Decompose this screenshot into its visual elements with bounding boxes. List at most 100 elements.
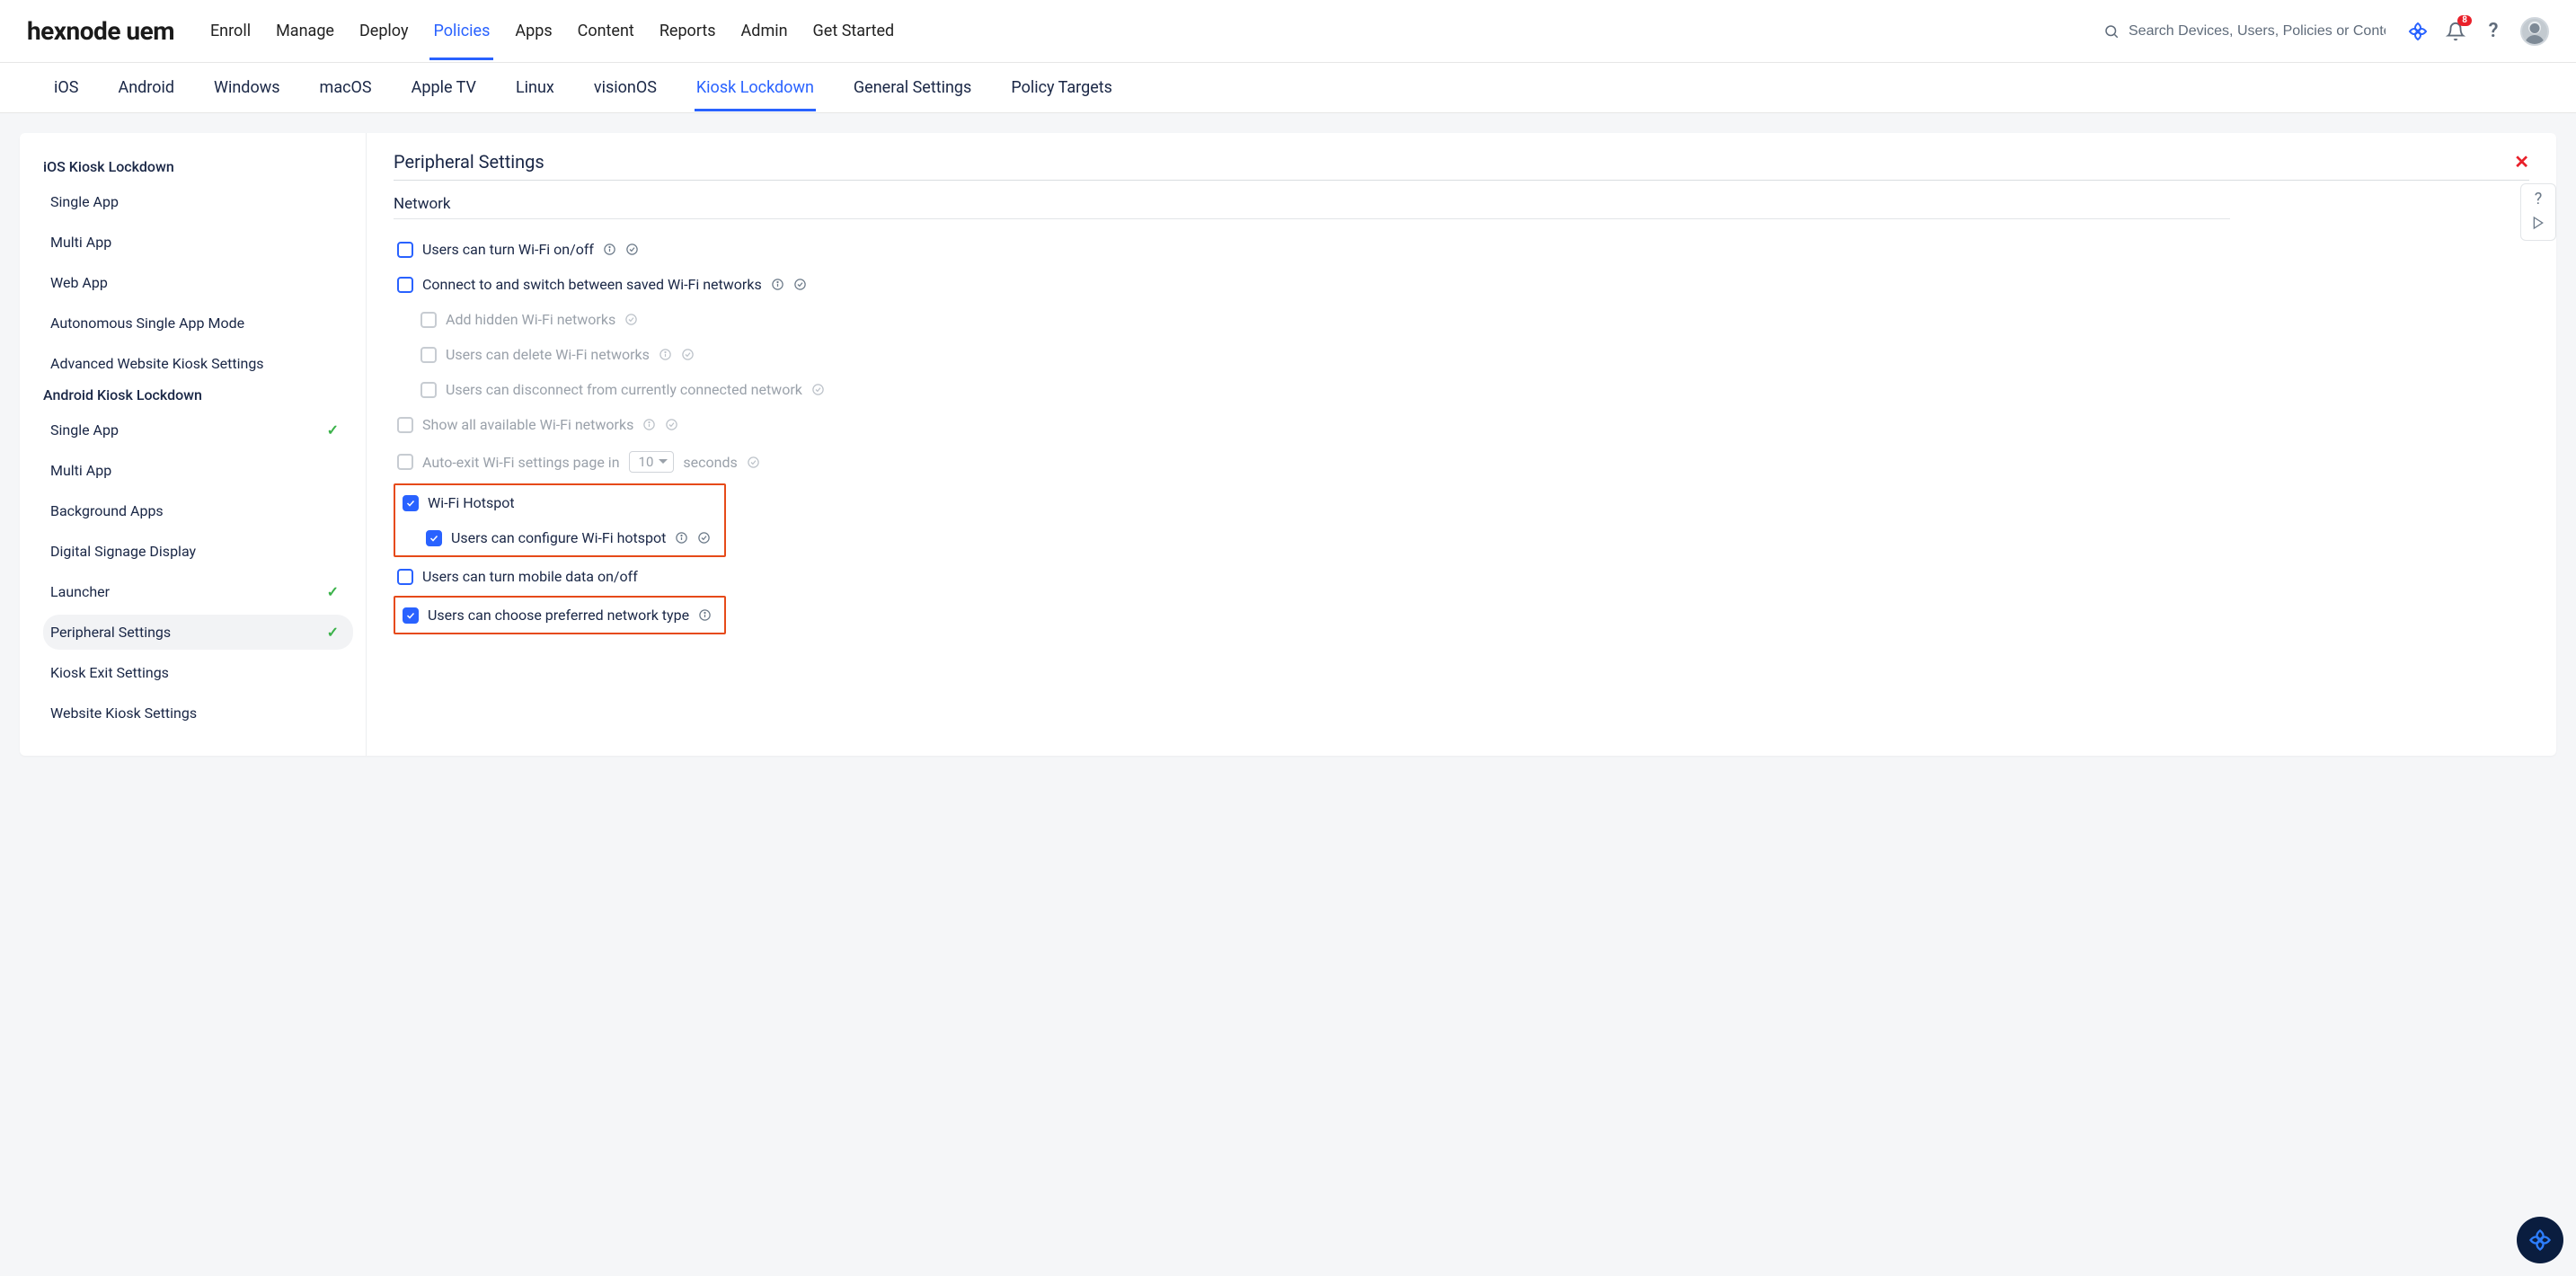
- info-icon: [642, 418, 656, 431]
- checkbox[interactable]: [420, 312, 437, 328]
- topnav-admin[interactable]: Admin: [741, 2, 788, 60]
- topnav-get-started[interactable]: Get Started: [813, 2, 895, 60]
- info-icon: [698, 608, 712, 622]
- topnav-deploy[interactable]: Deploy: [359, 2, 409, 60]
- option-label: Wi-Fi Hotspot: [428, 494, 515, 511]
- notifications-icon[interactable]: 8: [2445, 21, 2466, 42]
- subtab-linux[interactable]: Linux: [516, 65, 554, 111]
- subtab-android[interactable]: Android: [118, 65, 174, 111]
- topnav-enroll[interactable]: Enroll: [210, 2, 251, 60]
- topbar-right: 8 ?: [2103, 17, 2549, 46]
- checkbox[interactable]: [397, 454, 413, 470]
- sidebar-item-peripheral-settings[interactable]: Peripheral Settings ✓: [43, 615, 353, 650]
- auto-exit-seconds-select[interactable]: 10: [629, 451, 675, 473]
- sidebar-item-multi-app[interactable]: Multi App: [43, 225, 353, 260]
- check-icon: ✓: [327, 624, 339, 641]
- sidebar-item-label: Peripheral Settings: [50, 624, 171, 641]
- checkbox[interactable]: [426, 530, 442, 546]
- option-label-suffix: seconds: [683, 454, 737, 471]
- option-label: Auto-exit Wi-Fi settings page in: [422, 454, 620, 471]
- sidebar-item-label: Website Kiosk Settings: [50, 704, 197, 722]
- close-icon[interactable]: ✕: [2514, 153, 2529, 171]
- subtab-ios[interactable]: iOS: [54, 65, 78, 111]
- search-input[interactable]: [2103, 18, 2391, 45]
- info-icon: [675, 531, 688, 545]
- sidebar-item-advanced-website-kiosk-settings[interactable]: Advanced Website Kiosk Settings: [43, 346, 353, 381]
- policy-card: iOS Kiosk LockdownSingle AppMulti AppWeb…: [20, 133, 2556, 756]
- subtab-windows[interactable]: Windows: [214, 65, 280, 111]
- sidebar-item-label: Multi App: [50, 234, 111, 251]
- option-label: Connect to and switch between saved Wi-F…: [422, 276, 762, 293]
- option-add-hidden: Add hidden Wi-Fi networks: [394, 302, 2529, 337]
- checkbox[interactable]: [420, 347, 437, 363]
- panel-help-icon[interactable]: ?: [2535, 190, 2543, 208]
- avatar[interactable]: [2520, 17, 2549, 46]
- subtab-apple-tv[interactable]: Apple TV: [412, 65, 476, 111]
- option-wifi-toggle: Users can turn Wi-Fi on/off: [394, 232, 2529, 267]
- apps-icon[interactable]: [2407, 21, 2429, 42]
- sidebar-item-multi-app[interactable]: Multi App: [43, 453, 353, 488]
- check-icon: ✓: [327, 583, 339, 600]
- option-wifi-hotspot-config: Users can configure Wi-Fi hotspot: [395, 520, 719, 555]
- topnav-reports[interactable]: Reports: [659, 2, 716, 60]
- checkbox[interactable]: [397, 277, 413, 293]
- sidebar-item-web-app[interactable]: Web App: [43, 265, 353, 300]
- subtab-kiosk-lockdown[interactable]: Kiosk Lockdown: [696, 65, 814, 111]
- sidebar-item-single-app[interactable]: Single App✓: [43, 412, 353, 447]
- option-wifi-switch: Connect to and switch between saved Wi-F…: [394, 267, 2529, 302]
- option-label: Users can configure Wi-Fi hotspot: [451, 529, 666, 546]
- subtab-policy-targets[interactable]: Policy Targets: [1011, 65, 1112, 111]
- sidebar-item-label: Advanced Website Kiosk Settings: [50, 355, 264, 372]
- option-disconnect: Users can disconnect from currently conn…: [394, 372, 2529, 407]
- info-icon: [603, 243, 616, 256]
- option-label: Add hidden Wi-Fi networks: [446, 311, 615, 328]
- option-label: Users can delete Wi-Fi networks: [446, 346, 650, 363]
- sidebar-item-kiosk-exit-settings[interactable]: Kiosk Exit Settings: [43, 655, 353, 690]
- chat-fab[interactable]: [2517, 1217, 2563, 1263]
- topnav-policies[interactable]: Policies: [433, 2, 490, 60]
- panel-play-icon[interactable]: [2531, 216, 2545, 235]
- panel-help-rail: ?: [2520, 183, 2556, 241]
- sidebar-item-single-app[interactable]: Single App: [43, 184, 353, 219]
- topbar: hexnode uem Enroll Manage Deploy Policies Ap…: [0, 0, 2576, 63]
- topnav-content[interactable]: Content: [578, 2, 634, 60]
- policy-subtabs: iOS Android Windows macOS Apple TV Linux visio…: [0, 63, 2576, 113]
- sidebar-item-label: Background Apps: [50, 502, 164, 519]
- verified-icon: [811, 383, 825, 396]
- logo: hexnode uem: [27, 16, 174, 46]
- option-mobile-data: Users can turn mobile data on/off: [394, 559, 2529, 594]
- panel-header: Peripheral Settings ✕: [394, 151, 2529, 181]
- checkbox[interactable]: [403, 495, 419, 511]
- sidebar-item-digital-signage-display[interactable]: Digital Signage Display: [43, 534, 353, 569]
- highlight-pref-network: Users can choose preferred network type: [394, 596, 726, 634]
- checkbox[interactable]: [420, 382, 437, 398]
- subtab-general-settings[interactable]: General Settings: [854, 65, 971, 111]
- info-icon: [659, 348, 672, 361]
- sidebar-item-label: Single App: [50, 421, 119, 439]
- sidebar-item-autonomous-single-app-mode[interactable]: Autonomous Single App Mode: [43, 306, 353, 341]
- verified-icon: [665, 418, 678, 431]
- topnav-manage[interactable]: Manage: [276, 2, 334, 60]
- sidebar-item-website-kiosk-settings[interactable]: Website Kiosk Settings: [43, 696, 353, 731]
- sidebar-item-launcher[interactable]: Launcher✓: [43, 574, 353, 609]
- topnav-apps[interactable]: Apps: [515, 2, 552, 60]
- checkbox[interactable]: [397, 417, 413, 433]
- checkbox[interactable]: [397, 242, 413, 258]
- option-label: Users can turn Wi-Fi on/off: [422, 241, 594, 258]
- checkbox[interactable]: [403, 607, 419, 624]
- search-icon: [2103, 23, 2120, 40]
- checkbox[interactable]: [397, 569, 413, 585]
- sidebar-item-label: Kiosk Exit Settings: [50, 664, 169, 681]
- verified-icon: [624, 313, 638, 326]
- verified-icon: [625, 243, 639, 256]
- option-delete-wifi: Users can delete Wi-Fi networks: [394, 337, 2529, 372]
- sidebar-group-title: Android Kiosk Lockdown: [43, 386, 353, 403]
- help-icon[interactable]: ?: [2483, 21, 2504, 42]
- verified-icon: [793, 278, 807, 291]
- sidebar-item-label: Digital Signage Display: [50, 543, 196, 560]
- panel-title: Peripheral Settings: [394, 151, 544, 173]
- sidebar-item-background-apps[interactable]: Background Apps: [43, 493, 353, 528]
- subtab-visionos[interactable]: visionOS: [594, 65, 657, 111]
- subtab-macos[interactable]: macOS: [320, 65, 372, 111]
- info-icon: [771, 278, 784, 291]
